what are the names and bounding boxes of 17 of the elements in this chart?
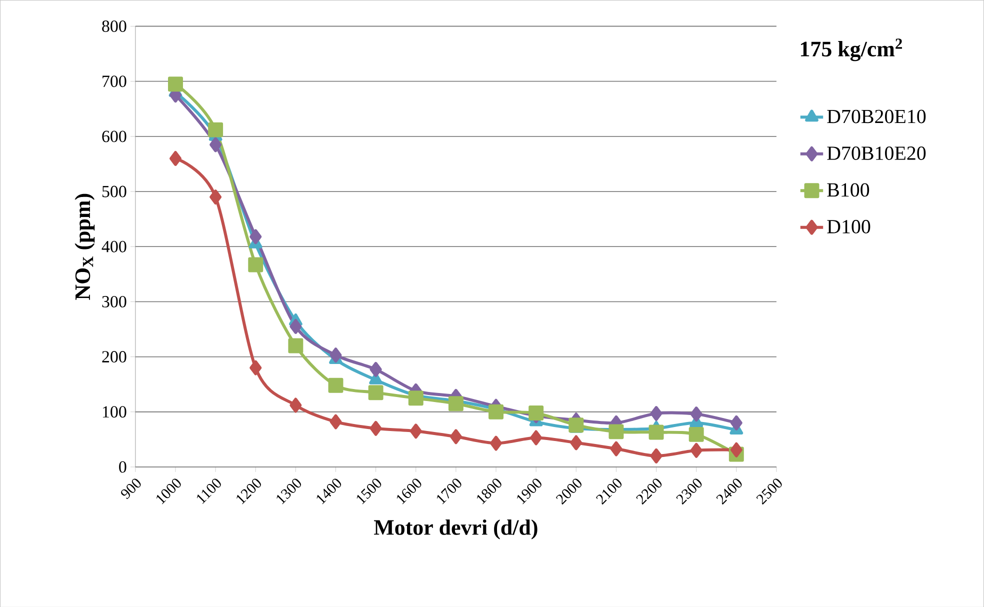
legend-label: D70B10E20 — [827, 146, 926, 160]
x-axis-title: Motor devri (d/d) — [374, 519, 538, 540]
y-tick-label: 400 — [102, 240, 126, 252]
y-tick-label: 300 — [102, 296, 126, 308]
legend-title: 175 kg/cm$^{2}$ — [800, 38, 902, 61]
y-tick-label: 500 — [102, 186, 126, 198]
y-tick-label: 800 — [102, 20, 126, 32]
y-tick-label: 200 — [102, 350, 126, 362]
x-tick-label: 900 — [121, 478, 141, 499]
y-tick-label: 600 — [102, 130, 126, 142]
y-tick-label: 100 — [102, 406, 126, 418]
y-tick-label: 0 — [119, 461, 126, 472]
legend-label: D70B20E10 — [827, 110, 926, 124]
y-axis-title: NO$_{X}$ (ppm) — [74, 194, 95, 300]
legend-label: B100 — [827, 183, 870, 196]
legend-label: D100 — [827, 220, 870, 234]
y-tick-label: 700 — [102, 75, 126, 87]
